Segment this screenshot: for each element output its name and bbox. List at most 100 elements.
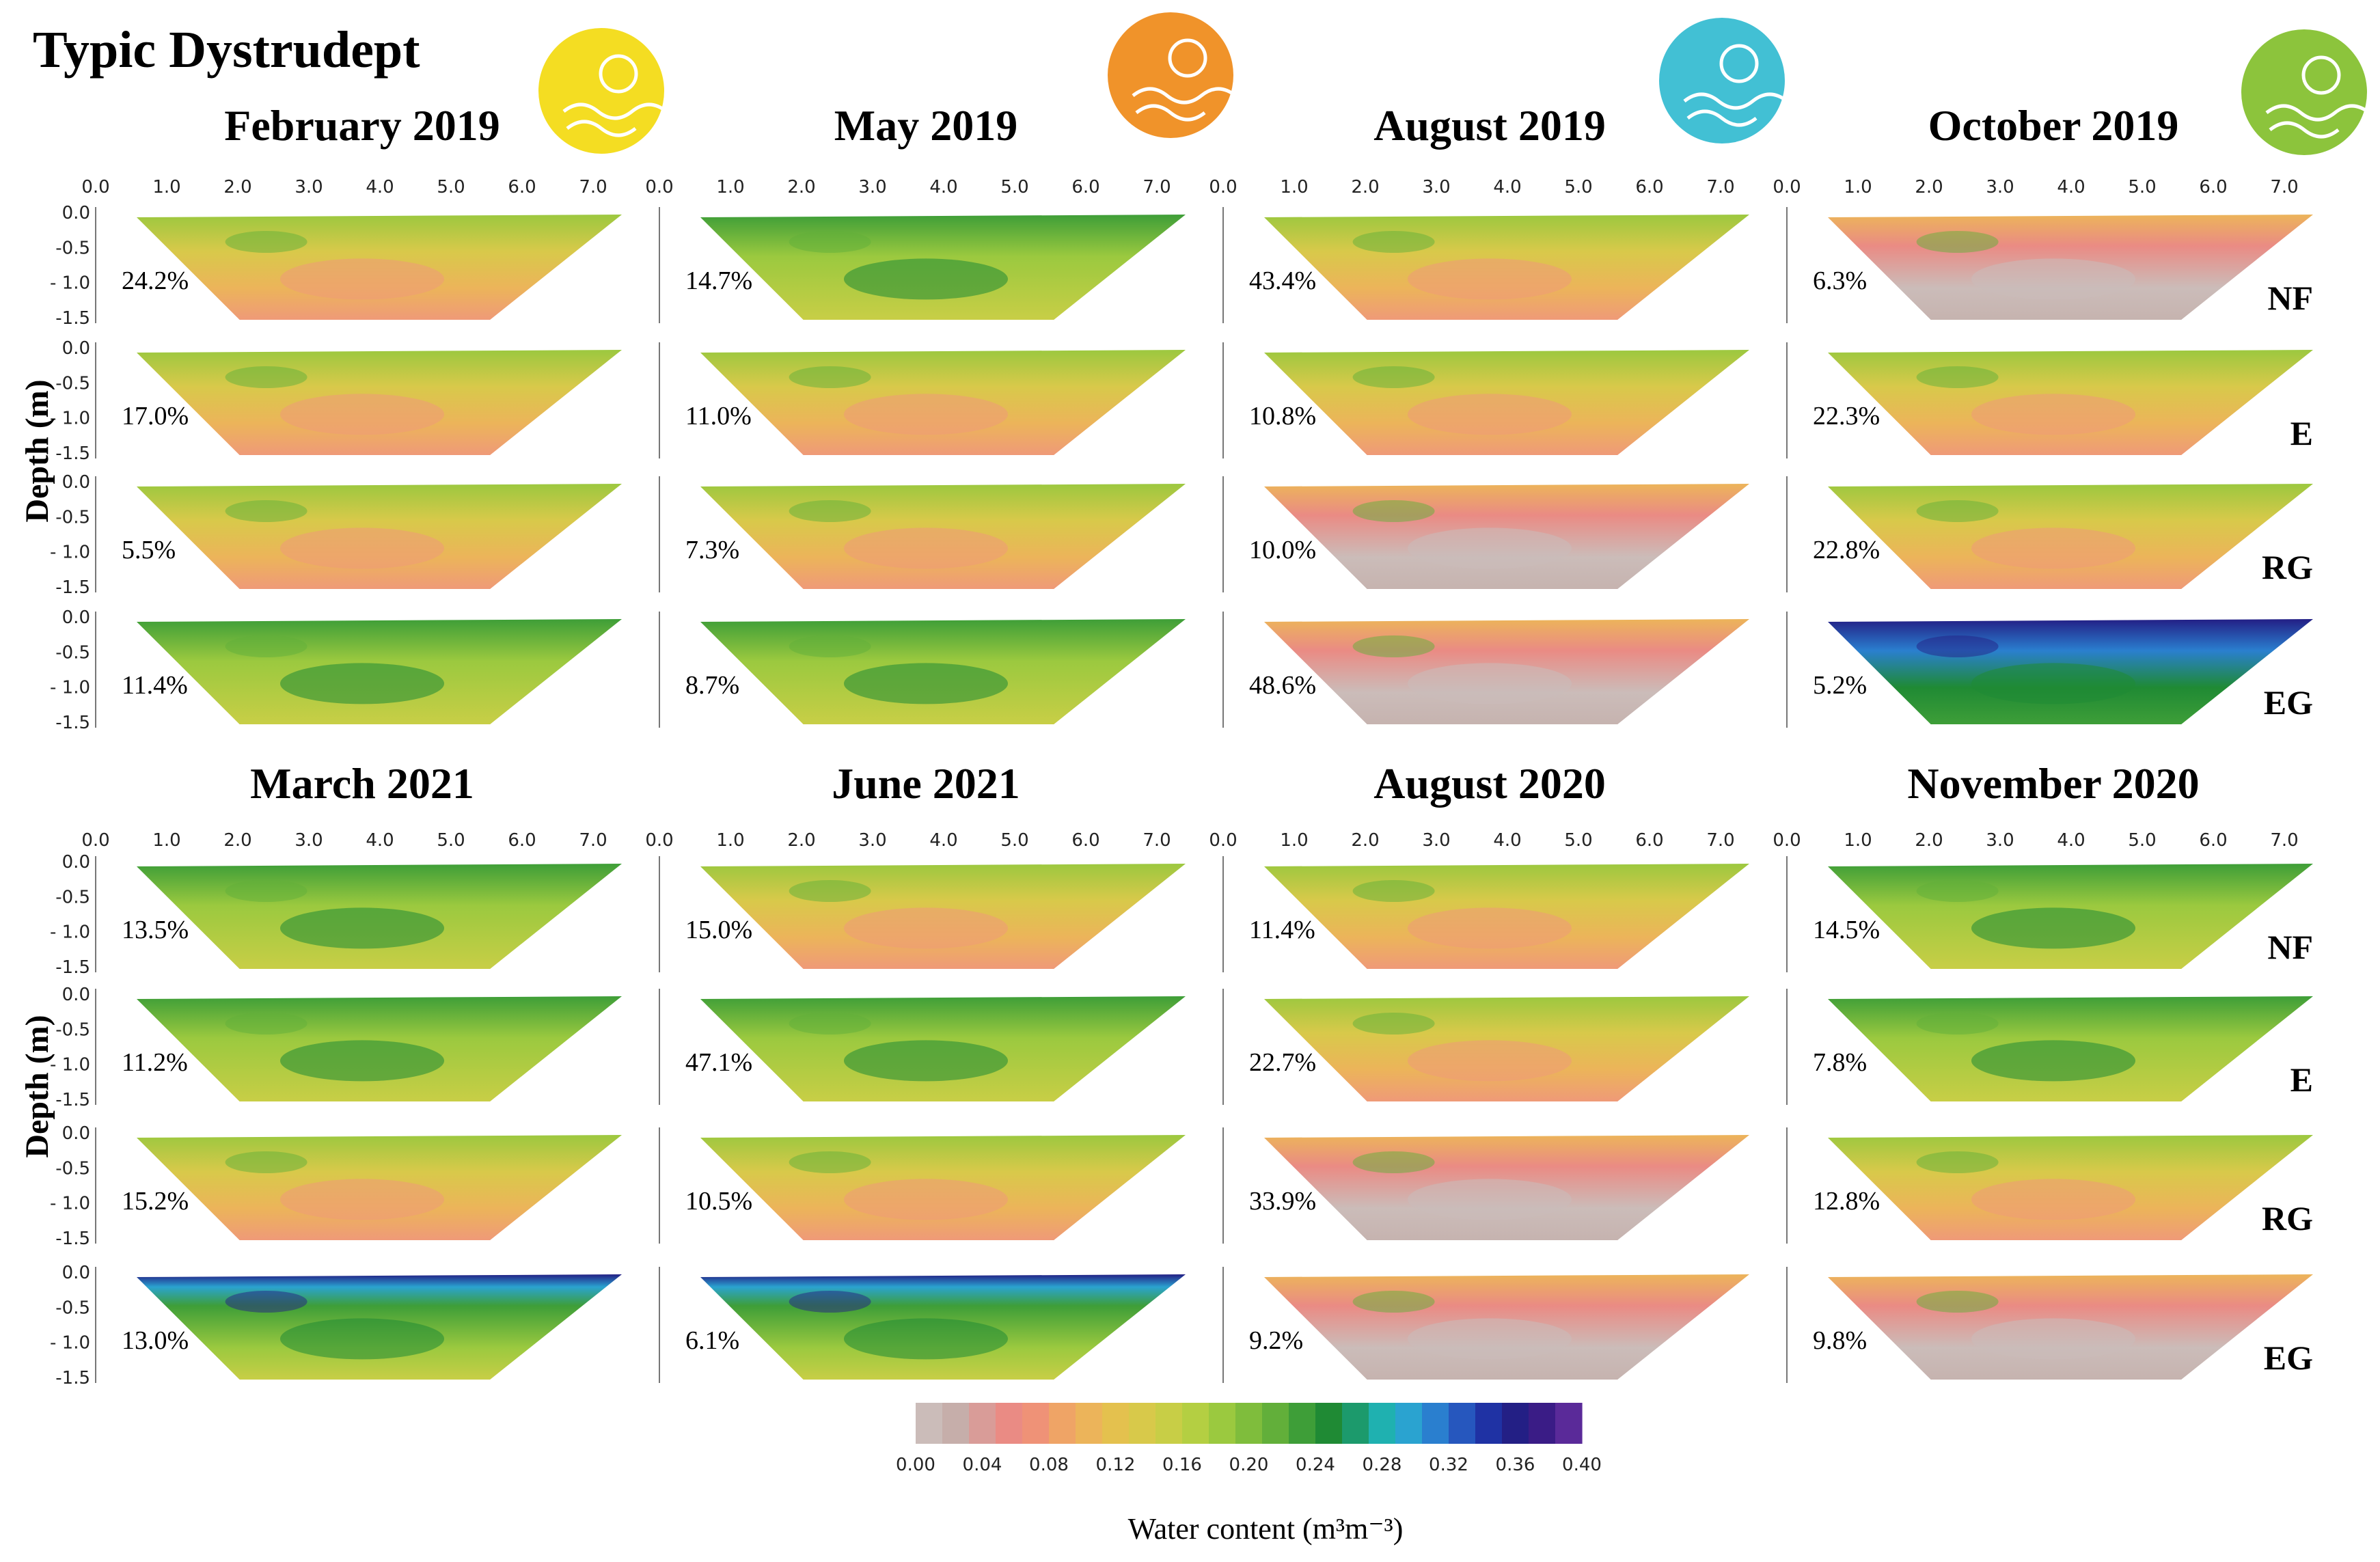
x-tick-label: 4.0 <box>929 830 957 851</box>
anomaly-patch <box>789 1151 871 1173</box>
x-tick-label: 3.0 <box>1422 830 1450 851</box>
autumn-icon <box>2241 29 2370 155</box>
colorbar-swatch <box>1209 1403 1236 1444</box>
tomography-panel: 10.0% <box>1222 476 1749 592</box>
x-tick-label: 6.0 <box>2199 830 2227 851</box>
anomaly-patch <box>225 1291 307 1313</box>
error-percent-label: 11.4% <box>122 671 188 700</box>
anomaly-patch <box>225 880 307 902</box>
anomaly-patch <box>280 258 444 300</box>
x-tick-label: 7.0 <box>1143 177 1171 197</box>
error-percent-label: 9.2% <box>1249 1326 1303 1355</box>
tomography-panel: 9.2% <box>1222 1267 1749 1383</box>
colorbar-tick-label: 0.28 <box>1363 1455 1402 1475</box>
depth-tick-label: -1.5 <box>55 443 90 464</box>
anomaly-patch <box>225 366 307 388</box>
x-tick-label: 5.0 <box>1564 830 1592 851</box>
colorbar-swatch <box>1395 1403 1423 1444</box>
anomaly-patch <box>789 635 871 657</box>
x-tick-label: 1.0 <box>1280 177 1308 197</box>
x-tick-label: 6.0 <box>508 177 536 197</box>
colorbar-title: Water content (m³m⁻³) <box>1128 1512 1404 1546</box>
x-tick-label: 7.0 <box>1706 830 1734 851</box>
x-tick-label: 4.0 <box>366 177 394 197</box>
x-tick-label: 4.0 <box>1493 177 1521 197</box>
tomography-panel: 10.8% <box>1222 342 1749 458</box>
main-title: Typic Dystrudept <box>33 21 420 79</box>
treatment-label: EG <box>2264 683 2313 722</box>
colorbar-swatch <box>1129 1403 1156 1444</box>
period-block: August 2020 0.0 1.0 2.0 3.0 4.0 5.0 6.0 7.0 11.4%… <box>1209 759 1749 1383</box>
anomaly-patch <box>844 1318 1008 1360</box>
anomaly-patch <box>280 394 444 435</box>
colorbar-swatch <box>1155 1403 1183 1444</box>
error-percent-label: 10.0% <box>1249 536 1316 564</box>
x-tick-label: 6.0 <box>508 830 536 851</box>
anomaly-patch <box>844 1179 1008 1220</box>
anomaly-patch <box>225 500 307 522</box>
tomography-panel: 10.5% <box>659 1127 1186 1244</box>
anomaly-patch <box>1916 880 1999 902</box>
colorbar-tick-label: 0.16 <box>1162 1455 1202 1475</box>
anomaly-patch <box>225 1013 307 1035</box>
anomaly-patch <box>1352 1151 1435 1173</box>
colorbar: 0.00 0.04 0.08 0.12 0.16 0.20 0.24 0.28 0.32 0.36… <box>896 1403 1602 1546</box>
colorbar-swatch <box>1235 1403 1263 1444</box>
depth-tick-label: -0.5 <box>55 887 90 907</box>
depth-tick-label: 0.0 <box>62 852 90 873</box>
error-percent-label: 33.9% <box>1249 1187 1316 1216</box>
colorbar-tick-label: 0.32 <box>1429 1455 1468 1475</box>
treatment-label: E <box>2290 414 2313 452</box>
colorbar-tick-label: 0.08 <box>1029 1455 1069 1475</box>
anomaly-patch <box>280 663 444 704</box>
tomography-panel: 43.4% <box>1222 207 1749 323</box>
depth-tick-label: - 1.0 <box>50 1333 90 1354</box>
anomaly-patch <box>844 394 1008 435</box>
colorbar-swatch <box>1369 1403 1396 1444</box>
x-tick-label: 2.0 <box>1351 177 1379 197</box>
x-tick-label: 3.0 <box>858 830 886 851</box>
error-percent-label: 22.3% <box>1813 402 1880 430</box>
x-tick-label: 2.0 <box>1915 830 1943 851</box>
anomaly-patch <box>1408 1318 1572 1360</box>
colorbar-swatch <box>1342 1403 1369 1444</box>
error-percent-label: 43.4% <box>1249 266 1316 295</box>
anomaly-patch <box>225 231 307 253</box>
anomaly-patch <box>280 1040 444 1082</box>
x-tick-label: 4.0 <box>929 177 957 197</box>
x-tick-label: 3.0 <box>295 830 323 851</box>
tomography-panel: 11.0% <box>659 342 1186 458</box>
error-percent-label: 14.7% <box>685 266 752 295</box>
period-title: August 2020 <box>1373 759 1606 808</box>
depth-axis-labels: Depth (m) Depth (m) <box>19 379 55 1157</box>
depth-tick-label: -0.5 <box>55 1158 90 1179</box>
x-tick-label: 1.0 <box>716 830 744 851</box>
anomaly-patch <box>1408 663 1572 704</box>
error-percent-label: 15.0% <box>685 916 752 944</box>
x-tick-label: 4.0 <box>2057 177 2085 197</box>
anomaly-patch <box>844 663 1008 704</box>
anomaly-patch <box>280 527 444 569</box>
x-tick-label: 2.0 <box>1351 830 1379 851</box>
anomaly-patch <box>1971 258 2135 300</box>
error-percent-label: 9.8% <box>1813 1326 1867 1355</box>
anomaly-patch <box>1352 880 1435 902</box>
depth-tick-label: -0.5 <box>55 1019 90 1040</box>
x-tick-label: 6.0 <box>1071 830 1099 851</box>
tomography-panel: 0.0 -0.5 - 1.0 -1.5 15.2% <box>50 1123 622 1249</box>
colorbar-tick-label: 0.36 <box>1496 1455 1535 1475</box>
depth-tick-label: -1.5 <box>55 577 90 598</box>
colorbar-swatch <box>1102 1403 1130 1444</box>
anomaly-patch <box>789 1013 871 1035</box>
error-percent-label: 5.2% <box>1813 671 1867 700</box>
tomography-panel: 33.9% <box>1222 1127 1749 1244</box>
colorbar-swatch <box>1076 1403 1103 1444</box>
anomaly-patch <box>844 1040 1008 1082</box>
error-percent-label: 11.2% <box>122 1048 188 1077</box>
x-tick-label: 2.0 <box>1915 177 1943 197</box>
anomaly-patch <box>1408 907 1572 949</box>
depth-tick-label: - 1.0 <box>50 1194 90 1214</box>
x-tick-label: 0.0 <box>1209 177 1237 197</box>
x-tick-label: 3.0 <box>295 177 323 197</box>
period-title: October 2019 <box>1928 101 2179 150</box>
